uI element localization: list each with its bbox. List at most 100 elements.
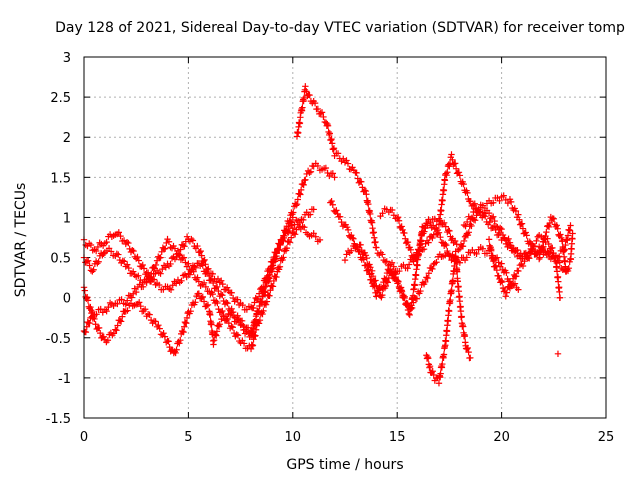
data-point [440,187,448,194]
data-point [233,331,240,338]
data-point [288,219,295,226]
data-point [203,302,210,310]
data-point [404,238,412,246]
data-point [250,304,257,312]
data-point [358,178,365,185]
data-point [437,233,444,241]
data-point [475,206,482,213]
data-point [125,239,132,247]
data-point [234,332,242,339]
data-point [97,329,104,337]
data-point [276,263,284,270]
data-point [269,265,276,272]
y-tick-label: -1.5 [46,412,71,427]
data-point [468,222,475,230]
data-point [176,340,183,347]
data-point [280,237,287,245]
data-point [431,226,438,233]
data-point [84,297,92,304]
data-point [310,206,317,213]
data-point [543,228,550,236]
data-point [505,235,512,243]
data-point [200,279,208,287]
data-point [453,258,460,265]
data-point [343,157,350,164]
data-point [500,192,507,199]
data-point [114,322,121,329]
data-point [178,327,186,335]
data-point [568,245,575,253]
data-point [463,254,470,261]
data-point [162,264,169,271]
data-point [117,318,125,325]
data-point [296,119,304,127]
data-point [486,218,493,226]
data-point [306,91,313,99]
y-tick-label: 2.5 [50,91,71,106]
data-point [317,110,324,117]
y-tick-label: 0 [63,292,71,307]
data-point [329,170,337,177]
data-point [464,231,472,239]
data-point [473,250,480,258]
data-point [209,279,217,287]
series-track-j [460,192,576,275]
data-point [218,277,225,284]
data-point [117,232,124,240]
data-point [499,231,507,239]
data-point [460,180,467,188]
data-point [502,196,509,204]
data-point [116,256,123,264]
data-point [299,180,307,188]
series-track-c [80,221,324,353]
data-point [515,211,522,218]
data-point [553,268,561,275]
data-point [302,83,309,90]
data-point [124,261,131,268]
data-point [498,277,505,285]
data-point [130,247,137,255]
data-point [229,312,237,320]
x-axis-label: GPS time / hours [286,457,404,473]
data-point [238,321,246,328]
data-point [404,300,411,308]
data-point [256,317,264,324]
data-point [300,94,308,102]
data-point [195,278,203,285]
data-point [177,336,184,344]
data-point [161,333,169,340]
data-point [249,328,257,336]
data-point [251,322,258,329]
data-point [405,261,413,268]
data-point [368,267,376,274]
data-point [133,288,140,296]
data-point [442,223,449,230]
data-point [116,317,124,324]
data-point [385,274,393,282]
data-point [461,332,469,340]
data-point [423,274,430,281]
data-point [114,300,121,308]
data-point [488,214,496,221]
data-point [303,88,310,95]
data-point [212,331,219,338]
data-point [552,257,560,265]
data-point [516,216,523,223]
chart-title: Day 128 of 2021, Sidereal Day-to-day VTE… [55,20,625,36]
data-point [551,254,558,261]
data-point [558,234,565,241]
data-point [433,259,440,266]
data-point [446,163,453,170]
data-point [157,254,164,261]
data-point [192,264,200,272]
data-point [463,218,471,226]
data-point [485,236,493,243]
data-point [395,217,403,224]
data-point [250,336,257,343]
data-point [146,311,153,318]
data-point [425,239,432,246]
data-point [357,241,364,248]
data-point [167,286,175,293]
data-point [124,307,131,314]
